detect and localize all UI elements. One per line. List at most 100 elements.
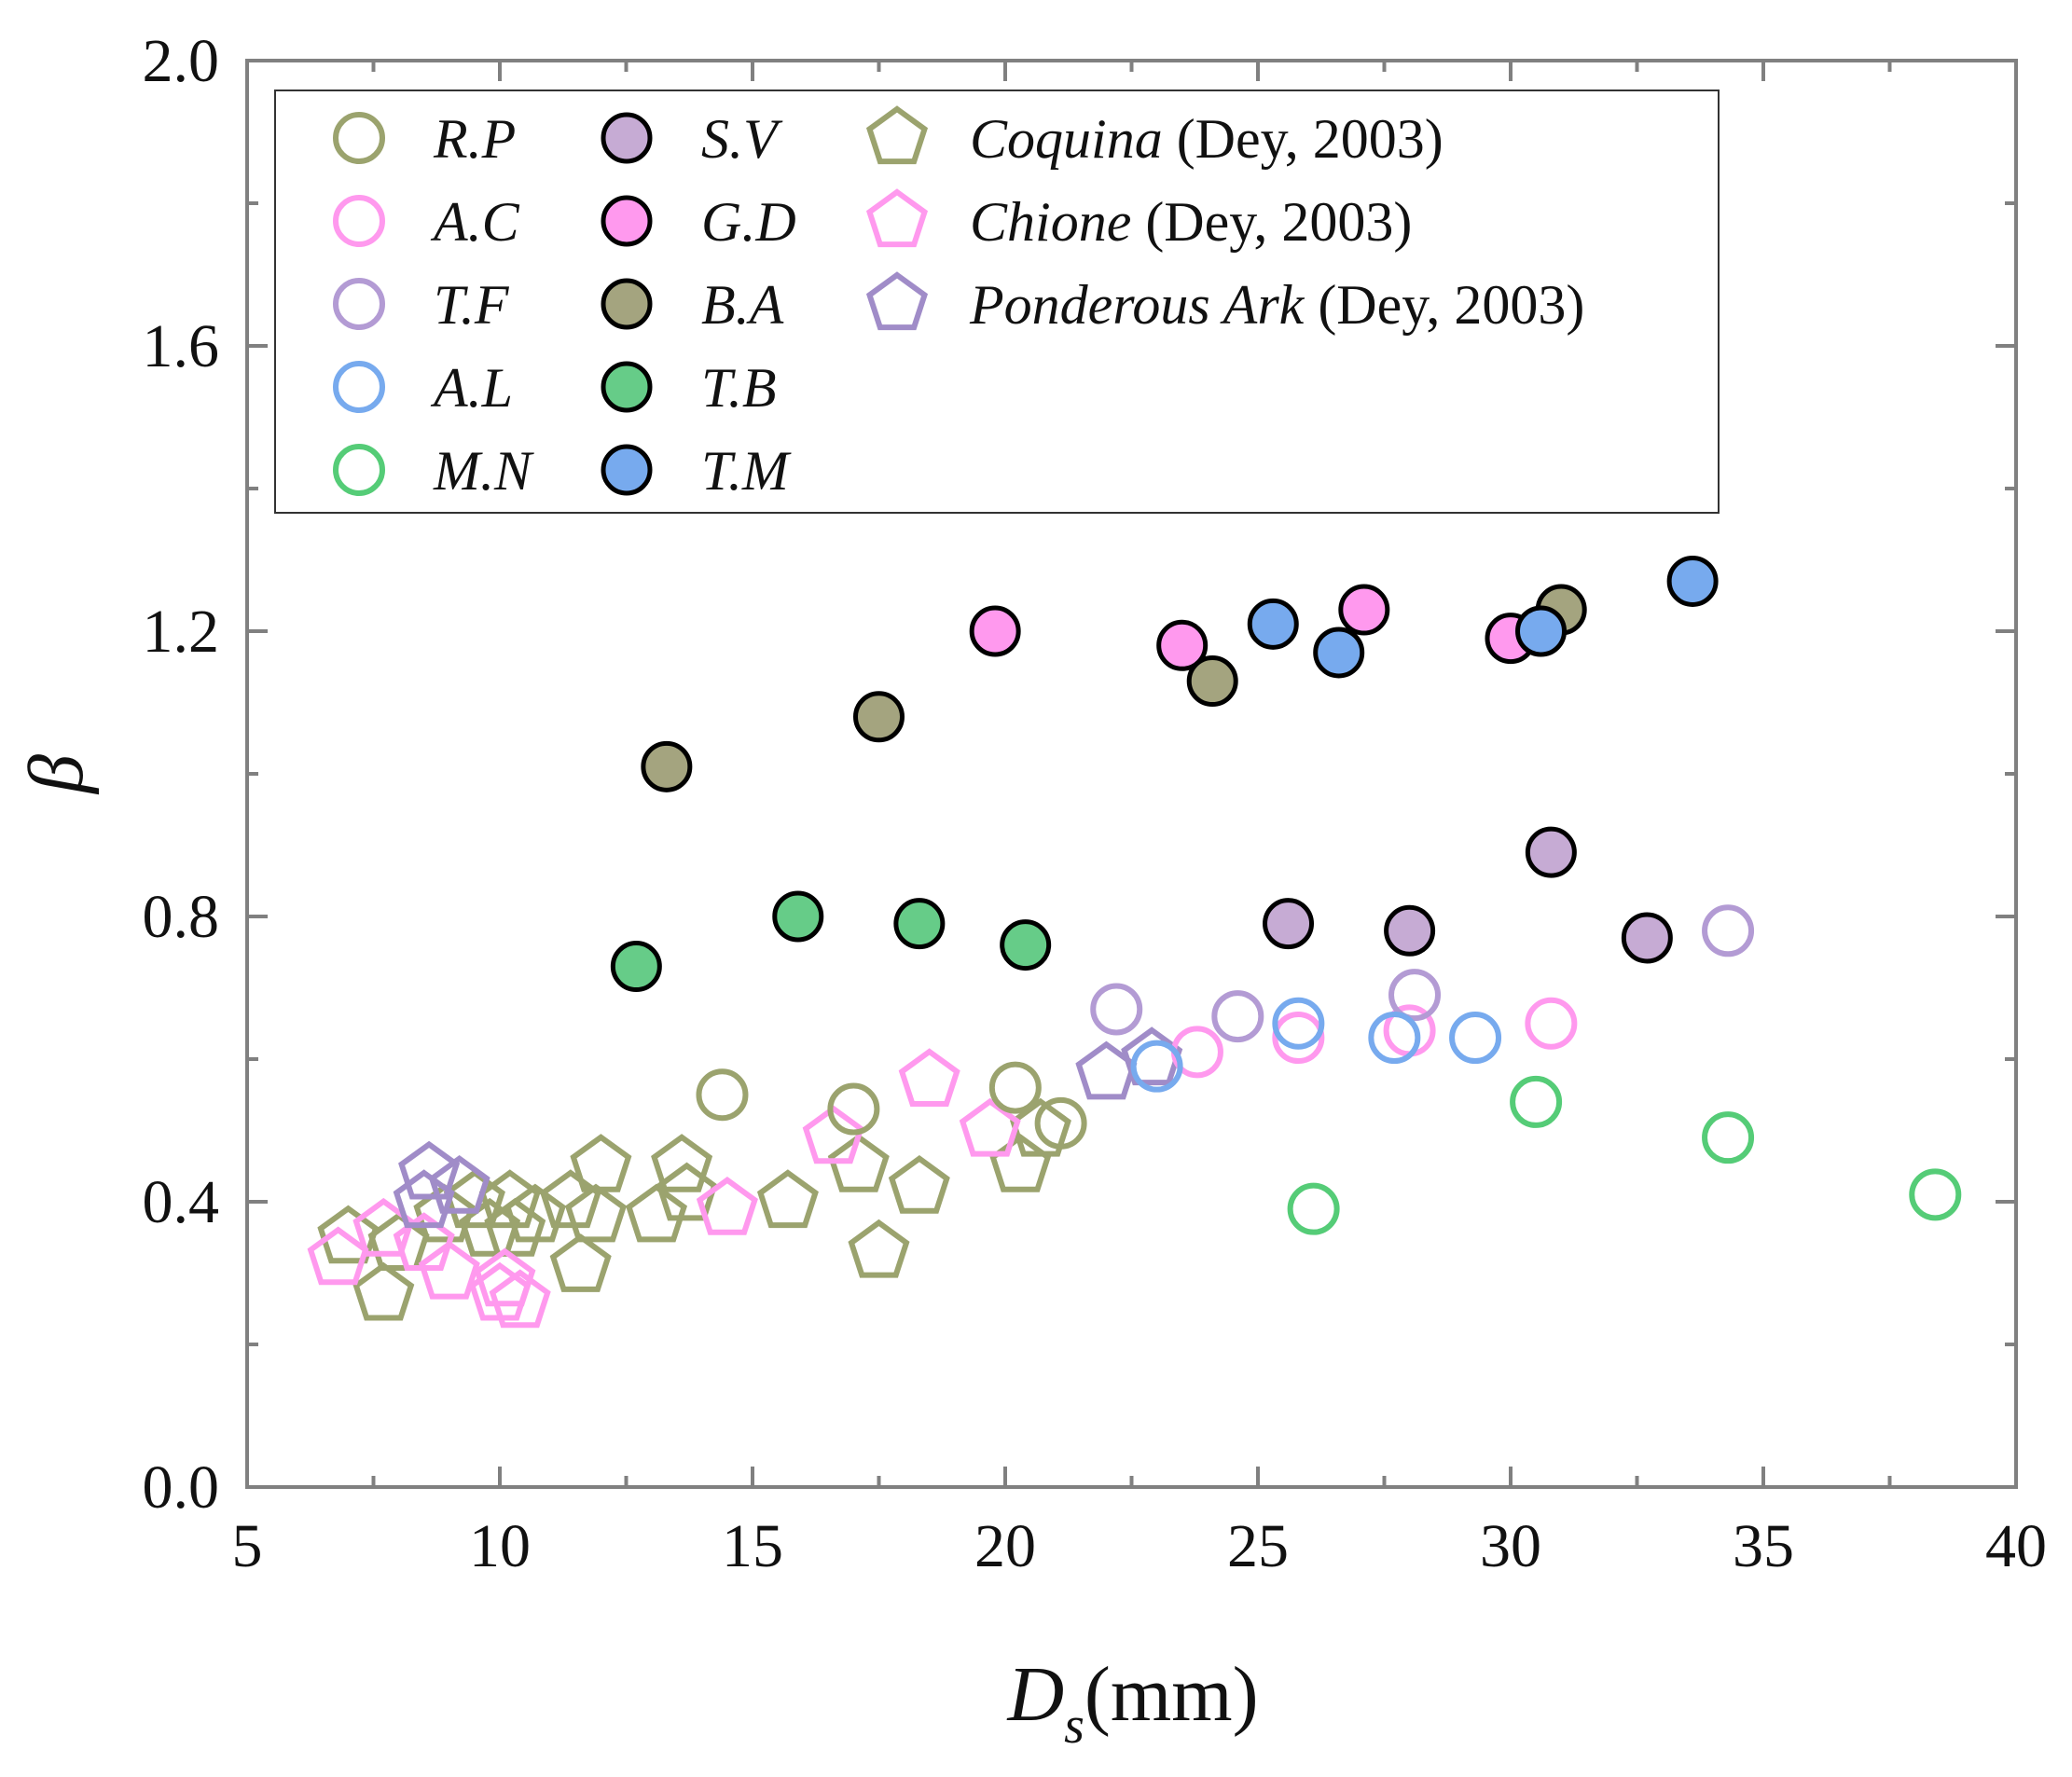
legend-item-ponderous-ark: Ponderous Ark (Dey, 2003) (865, 271, 1584, 336)
point-coquina (352, 1261, 415, 1321)
point-coquina (367, 1212, 430, 1271)
point-coquina (484, 1197, 546, 1257)
legend-marker (333, 361, 385, 413)
legend-box (274, 90, 1720, 514)
series-b-a (641, 584, 1587, 792)
legend-marker (865, 105, 929, 165)
point-s-v (1384, 904, 1436, 957)
legend-item-m-n: M.N (333, 440, 534, 502)
series-coquina (317, 1097, 1071, 1321)
point-coquina (317, 1205, 380, 1264)
point-t-f (1702, 904, 1755, 957)
point-t-f (1090, 983, 1143, 1036)
point-chione (418, 1240, 480, 1300)
point-ponderous-ark (393, 1169, 455, 1229)
legend-marker (601, 444, 653, 496)
legend-label: R.P (433, 108, 516, 170)
legend-label: B.A (701, 274, 784, 336)
point-coquina (625, 1183, 688, 1243)
x-axis-label: Ds(mm) (1006, 1651, 1258, 1755)
point-coquina (549, 1233, 612, 1292)
point-s-v (1525, 826, 1577, 878)
point-b-a (1186, 655, 1238, 708)
series-ponderous-ark (393, 1026, 1183, 1229)
point-chione (802, 1105, 864, 1164)
point-coquina (656, 1162, 718, 1221)
y-axis-label: β (13, 754, 100, 795)
point-s-v (1621, 912, 1673, 964)
point-ponderous-ark (428, 1154, 490, 1214)
point-g-d (969, 605, 1021, 657)
legend: R.P A.C T.F A.L M.N S.V G.D B.A T.B T.M Coquina (D… (274, 90, 1720, 514)
point-coquina (413, 1183, 476, 1243)
point-g-d (1156, 619, 1209, 671)
point-chione (898, 1048, 960, 1107)
series-m-n (1287, 1075, 1962, 1235)
legend-item-chione: Chione (Dey, 2003) (865, 188, 1412, 253)
point-r-p (696, 1068, 749, 1122)
legend-marker (333, 278, 385, 330)
point-chione (489, 1269, 551, 1329)
legend-label: T.B (701, 357, 777, 419)
legend-marker (601, 278, 653, 330)
x-tick-label: 10 (469, 1512, 531, 1580)
legend-label: Ponderous Ark (Dey, 2003) (969, 274, 1584, 336)
point-coquina (570, 1134, 632, 1192)
point-r-p (827, 1082, 880, 1136)
x-tick-label: 15 (722, 1512, 783, 1580)
point-g-d (1338, 584, 1390, 636)
x-tick-label: 35 (1733, 1512, 1794, 1580)
legend-item-t-b: T.B (601, 357, 777, 419)
y-tick-label: 0.8 (143, 883, 220, 951)
point-t-f (1388, 969, 1442, 1022)
series-r-p (696, 1061, 1087, 1150)
x-tick-label: 40 (1985, 1512, 2047, 1580)
point-t-b (893, 898, 946, 950)
legend-label: T.M (701, 440, 792, 502)
y-tick-label: 1.6 (143, 312, 220, 380)
point-a-l (1130, 1040, 1183, 1093)
series-a-l (1130, 997, 1502, 1093)
point-coquina (756, 1169, 819, 1229)
point-a-c (1525, 997, 1578, 1050)
legend-marker (865, 188, 929, 248)
legend-label: S.V (701, 108, 783, 170)
legend-label: G.D (701, 191, 796, 253)
point-a-l (1449, 1012, 1502, 1065)
point-t-f (1211, 990, 1264, 1043)
point-coquina (504, 1183, 566, 1243)
data-points (307, 555, 1962, 1329)
x-tick-label: 25 (1227, 1512, 1289, 1580)
y-tick-label: 0.0 (143, 1453, 220, 1522)
series-t-b (610, 890, 1052, 993)
legend-label: Coquina (Dey, 2003) (970, 108, 1443, 170)
point-coquina (888, 1154, 950, 1214)
tick-labels: 5 10 15 20 25 30 35 40 0.0 0.4 0.8 1.2 1.6 2.0 (143, 27, 2048, 1580)
ticks (245, 59, 2018, 1489)
point-coquina (651, 1134, 713, 1192)
x-tick-label: 20 (974, 1512, 1036, 1580)
y-tick-label: 1.2 (143, 598, 220, 666)
series-s-v (1263, 826, 1673, 964)
point-s-v (1263, 898, 1315, 950)
point-coquina (848, 1219, 910, 1278)
point-chione (959, 1097, 1021, 1157)
point-t-b (772, 890, 824, 943)
legend-label: Chione (Dey, 2003) (970, 191, 1412, 253)
point-b-a (641, 740, 693, 792)
series-t-f (1090, 904, 1755, 1043)
legend-item-b-a: B.A (601, 274, 784, 336)
legend-item-g-d: G.D (601, 191, 796, 253)
legend-item-r-p: R.P (333, 108, 516, 170)
legend-item-t-f: T.F (333, 274, 510, 336)
legend-item-a-c: A.C (333, 191, 520, 253)
point-chione (474, 1247, 536, 1307)
legend-item-a-l: A.L (333, 357, 513, 419)
x-tick-label: 30 (1480, 1512, 1541, 1580)
y-tick-label: 0.4 (143, 1168, 220, 1236)
point-coquina (827, 1134, 890, 1192)
point-b-a (853, 691, 905, 743)
legend-marker (601, 195, 653, 247)
legend-item-t-m: T.M (601, 440, 792, 502)
